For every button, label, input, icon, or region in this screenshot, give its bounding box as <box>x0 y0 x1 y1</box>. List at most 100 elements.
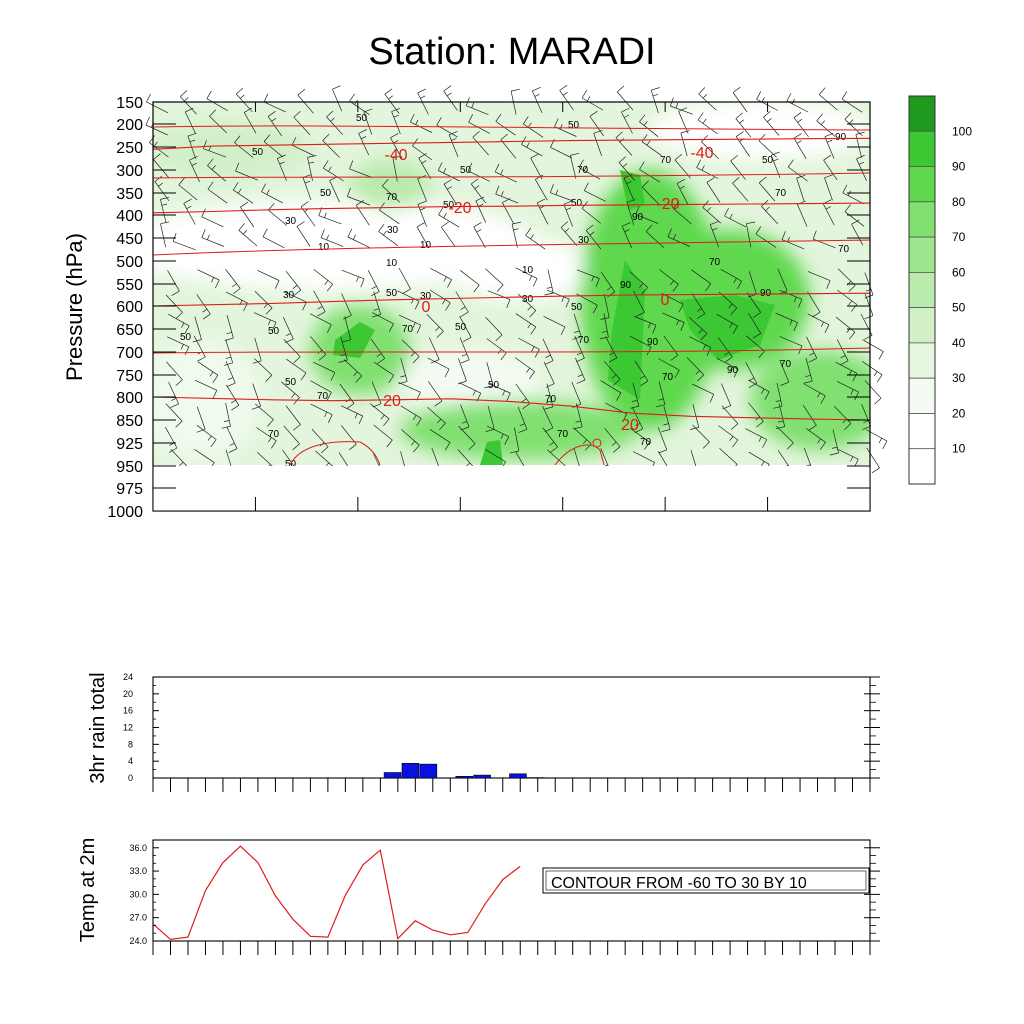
wind-barb <box>510 88 520 115</box>
wind-barb <box>861 403 872 430</box>
wind-barb <box>459 316 472 342</box>
wind-barb <box>180 90 197 115</box>
colorbar-box <box>908 342 936 379</box>
pressure-tick-label: 950 <box>116 459 143 476</box>
wind-barb <box>263 134 283 158</box>
wind-barb <box>542 427 558 453</box>
temperature-contour--20 <box>153 202 870 214</box>
wind-barb <box>313 361 336 381</box>
wind-barb <box>254 291 273 315</box>
wind-barb <box>605 336 618 363</box>
wind-barb <box>371 291 382 318</box>
temperature-contour-line <box>592 438 602 448</box>
wind-barb <box>521 136 543 157</box>
pressure-tick-label: 700 <box>116 345 143 362</box>
wind-barb <box>398 267 411 294</box>
pressure-tick-label: 975 <box>116 481 143 498</box>
wind-barb <box>427 406 446 431</box>
wind-barb <box>804 383 826 404</box>
wind-barb <box>542 338 554 365</box>
rain-panel: 0 4 8 12 16 20 24 3hr rain total <box>87 672 880 792</box>
wind-barb <box>807 271 831 290</box>
wind-barb <box>363 108 373 135</box>
wind-barb <box>836 381 859 401</box>
wind-barb <box>429 429 451 451</box>
wind-barb <box>313 290 326 317</box>
wind-barb <box>373 424 393 448</box>
temp-tick-label: 33.0 <box>129 866 147 876</box>
wind-barb <box>256 427 277 449</box>
humidity-contour-label: 50 <box>268 326 280 337</box>
colorbar-frame <box>908 95 936 485</box>
humidity-contour-label: 50 <box>568 120 580 131</box>
wind-barb <box>487 290 511 309</box>
wind-barb <box>680 130 690 157</box>
wind-barb <box>500 133 517 159</box>
temp-tick-label: 36.0 <box>129 843 147 853</box>
temp-tick-label: 30.0 <box>129 889 147 899</box>
wind-barb <box>485 406 495 432</box>
wind-barb <box>201 229 225 247</box>
humidity-contour-label: 70 <box>578 335 590 346</box>
humidity-contour-label: 70 <box>775 188 787 199</box>
wind-barb <box>690 404 700 430</box>
wind-barb <box>841 91 863 113</box>
colorbar-box <box>908 413 936 450</box>
wind-barb <box>509 427 520 454</box>
wind-barb <box>472 130 489 156</box>
colorbar-label: 50 <box>952 301 966 315</box>
rain-bars <box>383 762 545 779</box>
humidity-contour-label: 50 <box>571 302 583 313</box>
wind-barb <box>196 294 211 320</box>
colorbar-box <box>908 377 936 414</box>
wind-barb <box>706 177 721 203</box>
wind-barb <box>495 113 516 136</box>
wind-barb <box>716 313 738 334</box>
humidity-contour-label: 50 <box>460 165 472 176</box>
wind-barb <box>261 183 283 204</box>
wind-barb <box>178 177 198 201</box>
humidity-contour-label: 70 <box>780 359 792 370</box>
temperature-contour--40 <box>153 137 870 150</box>
wind-barb <box>574 336 585 363</box>
wind-barb <box>172 232 196 251</box>
wind-barb <box>223 339 234 366</box>
wind-barb <box>313 269 333 292</box>
wind-barb <box>824 174 834 201</box>
temperature-contour-label: -40 <box>690 145 713 162</box>
wind-barb <box>160 221 170 248</box>
wind-barb <box>511 221 521 248</box>
time-axis-top <box>152 102 871 511</box>
wind-barb <box>283 339 301 364</box>
wind-barb <box>656 381 666 408</box>
humidity-contour-label: 70 <box>838 244 850 255</box>
wind-barb <box>696 159 719 179</box>
wind-barb <box>560 221 578 246</box>
rain-axis: 0 4 8 12 16 20 24 <box>123 672 880 783</box>
wind-barb <box>779 336 803 355</box>
wind-barb <box>346 187 370 206</box>
wind-barb <box>639 114 659 137</box>
wind-barb <box>373 361 395 383</box>
wind-barb <box>641 180 660 205</box>
wind-barb <box>409 113 433 133</box>
pressure-tick-label: 550 <box>116 277 143 294</box>
humidity-contour-label: 70 <box>557 429 569 440</box>
wind-barb <box>197 361 219 383</box>
wind-barb <box>467 162 490 182</box>
wind-barb <box>484 362 494 389</box>
temperature-contour-line <box>153 239 870 256</box>
wind-barb <box>367 270 380 297</box>
temperature-contour-label: 20 <box>383 393 401 410</box>
wind-barb <box>807 291 821 318</box>
wind-barb <box>559 84 574 111</box>
wind-barb <box>575 357 586 384</box>
wind-barb <box>168 313 190 334</box>
wind-barb <box>194 379 218 399</box>
wind-barb <box>692 383 715 403</box>
temperature-time-axis <box>152 941 871 955</box>
wind-barb <box>207 158 226 182</box>
wind-barb <box>630 382 640 409</box>
humidity-contour-label: 70 <box>268 429 280 440</box>
colorbar-box <box>908 271 936 309</box>
